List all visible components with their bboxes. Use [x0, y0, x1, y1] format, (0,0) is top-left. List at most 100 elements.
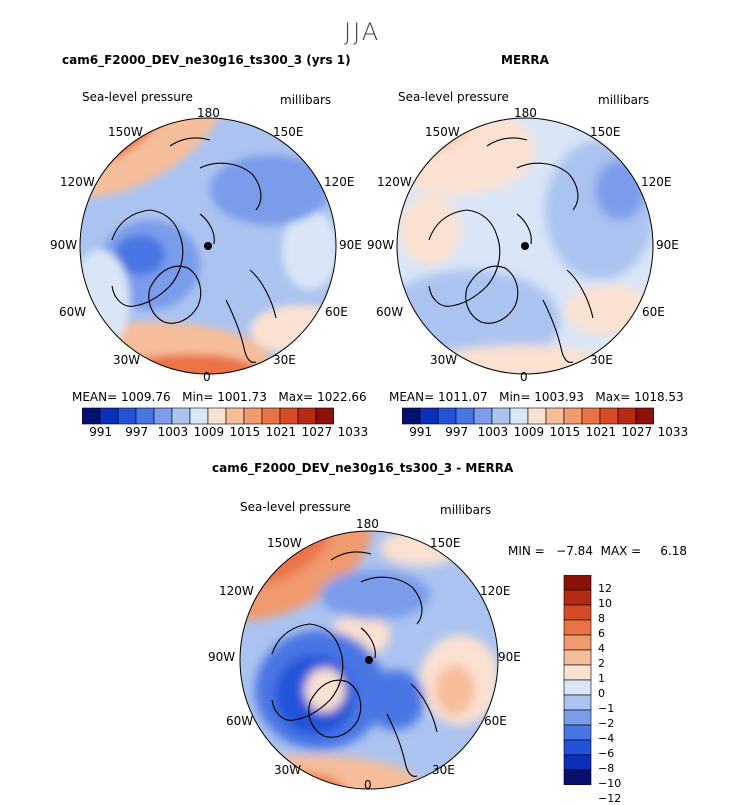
panel2-units-label: millibars: [598, 93, 650, 107]
p1-colorbar-labels: 991 997 1003 1009 1015 1021 1027 1033: [0, 425, 733, 441]
p2-lon-60w: 60W: [376, 305, 404, 319]
panel2-field-label: Sea-level pressure: [398, 90, 509, 104]
p3-lon-60w: 60W: [226, 714, 254, 728]
p1-lon-150w: 150W: [108, 125, 143, 139]
colorbar-swatch: [563, 754, 592, 771]
p1-lon-60w: 60W: [59, 305, 87, 319]
p2-mean-value: 1011.07: [438, 390, 488, 404]
p1-max-label: Max=: [278, 390, 314, 404]
p1-lon-0: 0: [203, 370, 211, 384]
p2-lon-150e: 150E: [590, 125, 621, 139]
colorbar-swatch: [563, 769, 592, 785]
colorbar-tick-label: 997: [125, 425, 149, 439]
p1-lon-150e: 150E: [273, 125, 304, 139]
p1-colorbar: [82, 407, 334, 425]
colorbar-tick-label: 1027: [621, 425, 653, 439]
colorbar-swatch: [563, 634, 592, 651]
p3-lon-150e: 150E: [430, 536, 461, 550]
colorbar-swatch: [563, 694, 592, 711]
p1-low-asia: [210, 155, 330, 225]
p3-lon-90e: 90E: [498, 650, 521, 664]
p3-lon-120e: 120E: [480, 584, 511, 598]
colorbar-tick-label: 1021: [265, 425, 297, 439]
colorbar-tick-label: 1015: [229, 425, 261, 439]
panel2-title: MERRA: [501, 53, 549, 67]
p1-mean-value: 1009.76: [121, 390, 171, 404]
p2-lon-30e: 30E: [590, 353, 613, 367]
panel3-title: cam6_F2000_DEV_ne30g16_ts300_3 - MERRA: [212, 461, 514, 475]
p2-lon-150w: 150W: [425, 125, 460, 139]
p2-lon-90w: 90W: [367, 238, 395, 252]
colorbar-tick-label: 1033: [337, 425, 369, 439]
colorbar-swatch: [315, 407, 334, 425]
p3-colorbar-vertical: [563, 575, 592, 785]
p2-mean-label: MEAN=: [389, 390, 435, 404]
colorbar-swatch: [563, 649, 592, 666]
colorbar-swatch: [635, 407, 654, 425]
colorbar-swatch: [563, 604, 592, 621]
p2-max-value: 1018.53: [634, 390, 684, 404]
colorbar-tick-label: 1003: [477, 425, 509, 439]
season-title: JJA: [344, 18, 381, 46]
colorbar-tick-label: 1009: [513, 425, 545, 439]
colorbar-swatch: [563, 619, 592, 636]
p1-lon-60e: 60E: [325, 305, 348, 319]
p1-min-label: Min=: [182, 390, 214, 404]
colorbar-tick-label: 991: [409, 425, 433, 439]
p1-min-value: 1001.73: [217, 390, 267, 404]
panel1-units-label: millibars: [280, 93, 332, 107]
panel3-units-label: millibars: [440, 503, 492, 517]
p3-lon-30w: 30W: [274, 763, 302, 777]
p2-colorbar-labels: 991 997 1003 1009 1015 1021 1027 1033: [0, 425, 733, 441]
colorbar-swatch: [563, 664, 592, 681]
colorbar-swatch: [563, 575, 592, 591]
panel1-stats: MEAN= 1009.76 Min= 1001.73 Max= 1022.66: [72, 390, 367, 404]
colorbar-swatch: [563, 589, 592, 606]
panel1-field-label: Sea-level pressure: [82, 90, 193, 104]
p1-lon-90w: 90W: [50, 238, 78, 252]
colorbar-tick-label: 1033: [657, 425, 689, 439]
colorbar-swatch: [563, 724, 592, 741]
colorbar-tick-label: 997: [445, 425, 469, 439]
p3-lon-0: 0: [364, 778, 372, 792]
p2-lon-30w: 30W: [430, 353, 458, 367]
p1-lon-30w: 30W: [113, 353, 141, 367]
colorbar-tick-label: 1015: [549, 425, 581, 439]
p2-min-value: 1003.93: [534, 390, 584, 404]
p2-max-label: Max=: [595, 390, 631, 404]
p1-lon-120e: 120E: [324, 175, 355, 189]
colorbar-tick-label: 1003: [157, 425, 189, 439]
p2-lon-180: 180: [514, 106, 537, 120]
p1-coastlines: [111, 137, 277, 363]
p3-lon-30e: 30E: [432, 763, 455, 777]
p1-max-value: 1022.66: [317, 390, 367, 404]
colorbar-tick-label: 1009: [193, 425, 225, 439]
p3-coastlines: [271, 551, 438, 777]
p1-lon-180: 180: [197, 106, 220, 120]
panel2-stats: MEAN= 1011.07 Min= 1003.93 Max= 1018.53: [389, 390, 684, 404]
p3-lon-90w: 90W: [208, 650, 236, 664]
p2-colorbar: [402, 407, 654, 425]
p2-lon-90e: 90E: [656, 238, 679, 252]
p1-lon-30e: 30E: [273, 353, 296, 367]
p2-lon-120e: 120E: [641, 175, 672, 189]
p3-lon-120w: 120W: [219, 584, 254, 598]
p1-lon-120w: 120W: [60, 175, 95, 189]
colorbar-tick-label: 991: [89, 425, 113, 439]
colorbar-swatch: [563, 709, 592, 726]
colorbar-swatch: [563, 739, 592, 756]
panel3-field-label: Sea-level pressure: [240, 500, 351, 514]
p3-lon-180: 180: [356, 517, 379, 531]
colorbar-tick-label: 1027: [301, 425, 333, 439]
panel3-minmax: MIN = −7.84 MAX = 6.18: [508, 544, 688, 558]
colorbar-tick-label: 1021: [585, 425, 617, 439]
p2-lon-0: 0: [520, 370, 528, 384]
p1-mean-label: MEAN=: [72, 390, 118, 404]
colorbar-swatch: [563, 679, 592, 696]
p3-lon-150w: 150W: [267, 536, 302, 550]
p2-coastlines: [428, 137, 594, 363]
p1-lon-90e: 90E: [339, 238, 362, 252]
